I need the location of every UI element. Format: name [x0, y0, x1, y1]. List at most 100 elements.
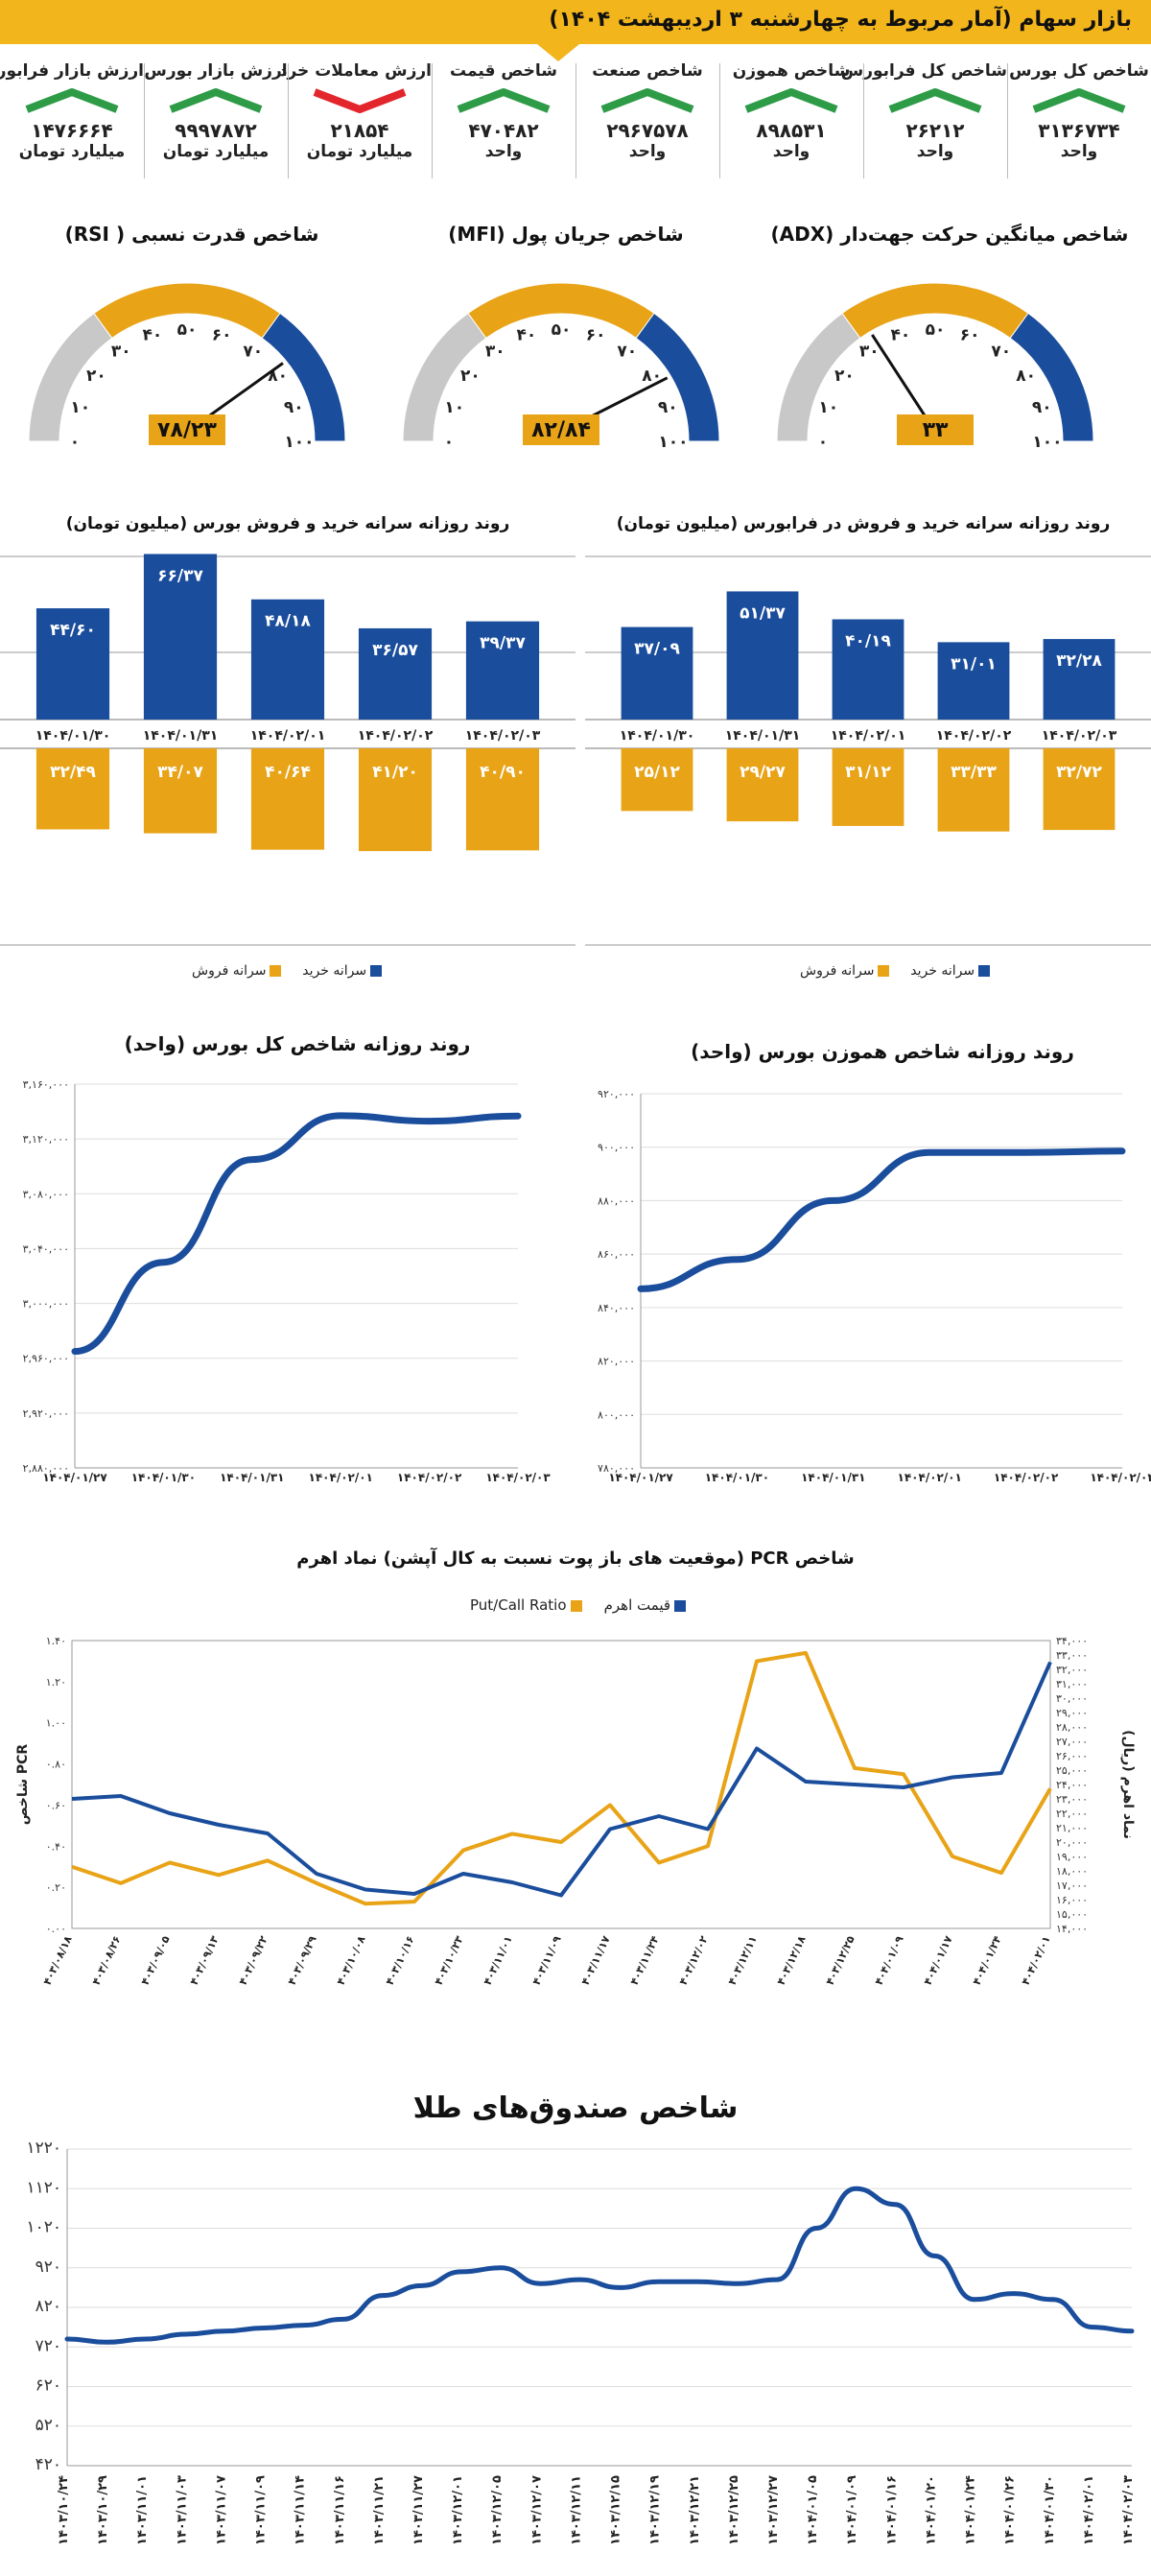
gauge-tick-label: ۰ [70, 433, 80, 452]
header-notch [537, 44, 579, 61]
stat-card: شاخص کل فرابورس ۲۶۲۱۲ واحد [841, 54, 1007, 198]
x-tick-label: ۱۴۰۴/۰۲/۰۱ [309, 1471, 373, 1484]
stat-unit: میلیارد تومان [18, 142, 126, 161]
stat-value: ۲۶۲۱۲ [905, 119, 965, 142]
pcr-x-tick-label: ۱۴۰۳/۱۱/۰۹ [528, 1934, 564, 1986]
pcr-x-tick-label: ۱۴۰۴/۰۱/۱۷ [919, 1934, 955, 1986]
pcr-x-tick-label: ۱۴۰۳/۰۹/۰۵ [136, 1934, 173, 1986]
stat-value: ۱۴۷۶۶۶۴ [31, 119, 113, 142]
stat-card: ارزش بازار بورس ۹۹۹۷۸۷۲ میلیارد تومان [144, 54, 288, 198]
pcr-x-tick-label: ۱۴۰۳/۱۰/۰۸ [332, 1934, 368, 1986]
pcr-x-tick-label: ۱۴۰۴/۰۱/۲۴ [968, 1934, 1004, 1986]
gold-x-tick-label: ۱۴۰۴/۰۲/۰۱ [1082, 2475, 1096, 2545]
pcr-chart-svg: ۰.۰۰ ۰.۲۰ ۰.۴۰ ۰.۶۰ ۰.۸۰ ۱.۰۰ ۱.۲۰ ۱.۴۰ ۱۴,۰۰۰ ۱۵… [15, 1635, 1136, 1986]
series-line [637, 1147, 1126, 1292]
pcr-x-tick-label: ۱۴۰۳/۱۰/۱۶ [381, 1934, 417, 1986]
gauge-value-box [523, 414, 599, 445]
legend-bourse: سرانه خرید سرانه فروش [192, 963, 386, 979]
stat-card: شاخص هموزن ۸۹۸۵۳۱ واحد [719, 54, 863, 198]
y-tick-label: ۸۶۰,۰۰۰ [598, 1248, 635, 1261]
y-tick-label: ۳,۱۲۰,۰۰۰ [23, 1133, 69, 1146]
gauge-tick-label: ۲۰ [460, 366, 481, 386]
gauge-tick-label: ۱۰ [70, 398, 90, 417]
trend-up-icon [1032, 88, 1126, 113]
bar-category-label: ۱۴۰۴/۰۲/۰۲ [936, 728, 1012, 744]
y-tick-label: ۳,۰۴۰,۰۰۰ [23, 1242, 69, 1255]
header-bar: بازار سهام (آمار مربوط به چهارشنبه ۳ ارد… [0, 0, 1151, 44]
bar-charts-svg: ۴۴/۶۰ ۱۴۰۴/۰۱/۳۰ ۳۲/۴۹ ۶۶/۳۷ ۱۴۰۴/۰۱/۳۱ ۳۴/۰۷… [0, 554, 1151, 946]
bar-sell [35, 748, 110, 830]
y-tick-label: ۸۸۰,۰۰۰ [598, 1194, 635, 1207]
gauge-tick-label: ۸۰ [268, 366, 288, 386]
bar-buy-label: ۳۱/۰۱ [951, 654, 997, 674]
pcr-y-tick-label: ۰.۰۰ [46, 1923, 66, 1935]
trend-chevron [744, 88, 838, 113]
y-tick-label: ۷۲۰ [35, 2336, 61, 2355]
gauge-tick-label: ۰ [818, 433, 828, 452]
bar-title-bourse: روند روزانه سرانه خرید و فروش بورس (میلی… [65, 514, 510, 533]
gauge-tick-label: ۲۰ [86, 366, 106, 386]
trend-chevron [313, 88, 407, 113]
pcr-y2-tick-label: ۳۲,۰۰۰ [1056, 1664, 1088, 1676]
stat-separator [863, 63, 864, 178]
stat-label: شاخص قیمت [450, 61, 557, 81]
x-tick-label: ۱۴۰۴/۰۲/۰۲ [397, 1471, 462, 1484]
bar-title-farabourse: روند روزانه سرانه خرید و فروش در فرابورس… [616, 514, 1111, 533]
pcr-y-tick-label: ۰.۶۰ [46, 1799, 66, 1811]
bar-category-label: ۱۴۰۴/۰۲/۰۱ [250, 728, 326, 744]
series-line [64, 2186, 1135, 2345]
gauge-tick-label: ۱۰۰ [1032, 433, 1062, 452]
pcr-x-tick-label: ۱۴۰۴/۰۲/۰۱ [1017, 1934, 1053, 1986]
bar-buy [1043, 639, 1116, 720]
pcr-title: شاخص PCR (موقعیت های باز پوت نسبت به کال… [296, 1548, 855, 1569]
pcr-legend-swatch-price [674, 1599, 687, 1612]
gold-x-tick-label: ۱۴۰۴/۰۱/۲۰ [924, 2475, 938, 2545]
bar-sell-label: ۳۱/۱۲ [845, 763, 891, 782]
trend-chevron [169, 88, 263, 113]
bar-buy-label: ۴۰/۱۹ [845, 632, 891, 651]
y-tick-label: ۸۲۰ [35, 2297, 61, 2316]
gauge-band-high [261, 312, 346, 442]
bar-buy-label: ۴۴/۶۰ [50, 621, 96, 640]
gold-x-tick-label: ۱۴۰۴/۰۲/۰۳ [1121, 2475, 1136, 2545]
y-tick-label: ۵۲۰ [35, 2416, 61, 2435]
page-title: بازار سهام (آمار مربوط به چهارشنبه ۳ ارد… [549, 8, 1132, 32]
gauge-band-high [635, 312, 720, 442]
legend-label-buy-fara: سرانه خرید [910, 963, 975, 979]
stat-unit: میلیارد تومان [306, 142, 413, 161]
bar-sell-label: ۴۰/۶۴ [265, 763, 311, 782]
gauge-value-box [149, 414, 225, 445]
gauge-tick-label: ۹۰ [284, 398, 304, 417]
stats-row: شاخص کل بورس ۳۱۳۶۷۳۴ واحد شاخص کل فرابورس ۲۶… [0, 54, 1151, 198]
y-tick-label: ۴۲۰ [35, 2455, 61, 2474]
y-tick-label: ۶۲۰ [35, 2376, 61, 2396]
x-tick-label: ۱۴۰۴/۰۱/۳۱ [801, 1471, 865, 1484]
gauge-tick-label: ۵۰ [926, 320, 946, 340]
stat-card: شاخص صنعت ۲۹۶۷۵۷۸ واحد [576, 54, 719, 198]
stat-label: ارزش بازار بورس [144, 61, 288, 81]
gauge-tick-label: ۹۰ [1032, 398, 1052, 417]
bar-buy-label: ۶۶/۳۷ [157, 566, 203, 585]
bar-sell-label: ۳۲/۴۹ [50, 763, 96, 782]
gold-x-tick-label: ۱۴۰۴/۰۱/۱۶ [884, 2475, 899, 2545]
pcr-y2-tick-label: ۱۹,۰۰۰ [1056, 1851, 1088, 1863]
gauge-tick-label: ۱۰ [818, 398, 838, 417]
pcr-x-tick-label: ۱۴۰۳/۱۲/۱۸ [772, 1934, 809, 1986]
gauge-tick-label: ۳۰ [111, 342, 131, 361]
bar-buy [726, 591, 799, 720]
bar-sell [465, 748, 540, 851]
pcr-x-tick-label: ۱۴۰۳/۰۸/۱۸ [38, 1934, 75, 1986]
stat-label: ارزش معاملات خرد [278, 61, 432, 81]
gauge-title-mfi: شاخص جریان پول (MFI) [448, 223, 684, 246]
pcr-x-tick-label: ۱۴۰۳/۱۲/۱۱ [723, 1934, 760, 1986]
y-tick-label: ۸۴۰,۰۰۰ [598, 1302, 635, 1314]
bar-sell [358, 748, 433, 852]
pcr-x-tick-label: ۱۴۰۳/۰۹/۱۳ [185, 1934, 222, 1986]
bar-category-label: ۱۴۰۴/۰۱/۳۰ [35, 728, 111, 744]
pcr-y2-tick-label: ۱۵,۰۰۰ [1056, 1908, 1088, 1921]
y-tick-label: ۳,۰۰۰,۰۰۰ [23, 1298, 69, 1311]
y-tick-label: ۱۲۲۰ [26, 2139, 61, 2158]
legend-label-sell: سرانه فروش [192, 963, 267, 979]
trend-up-icon [888, 88, 982, 113]
pcr-y-tick-label: ۰.۲۰ [46, 1881, 66, 1894]
